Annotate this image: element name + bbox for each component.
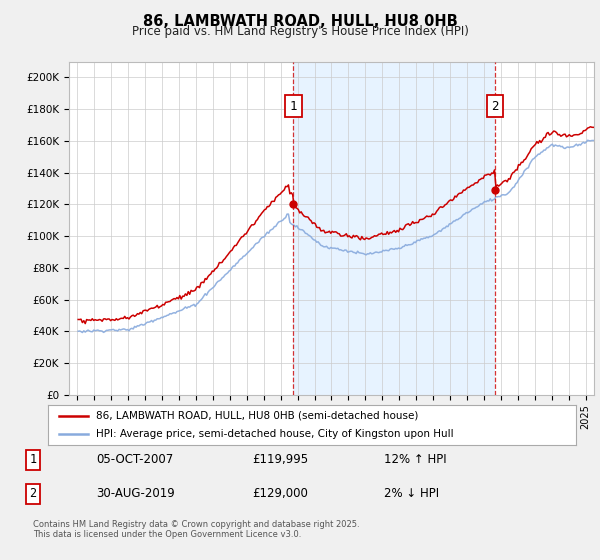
Text: 2% ↓ HPI: 2% ↓ HPI [384,487,439,501]
Text: HPI: Average price, semi-detached house, City of Kingston upon Hull: HPI: Average price, semi-detached house,… [95,430,453,439]
Text: £119,995: £119,995 [252,453,308,466]
Text: Contains HM Land Registry data © Crown copyright and database right 2025.
This d: Contains HM Land Registry data © Crown c… [33,520,359,539]
Text: 12% ↑ HPI: 12% ↑ HPI [384,453,446,466]
Text: 86, LAMBWATH ROAD, HULL, HU8 0HB: 86, LAMBWATH ROAD, HULL, HU8 0HB [143,14,457,29]
Text: Price paid vs. HM Land Registry's House Price Index (HPI): Price paid vs. HM Land Registry's House … [131,25,469,38]
Text: 30-AUG-2019: 30-AUG-2019 [96,487,175,501]
Text: 86, LAMBWATH ROAD, HULL, HU8 0HB (semi-detached house): 86, LAMBWATH ROAD, HULL, HU8 0HB (semi-d… [95,411,418,421]
Text: 2: 2 [491,100,499,113]
Text: 05-OCT-2007: 05-OCT-2007 [96,453,173,466]
Text: 2: 2 [29,487,37,501]
Bar [293,62,495,395]
Text: £129,000: £129,000 [252,487,308,501]
Text: 1: 1 [29,453,37,466]
Text: 1: 1 [290,100,297,113]
